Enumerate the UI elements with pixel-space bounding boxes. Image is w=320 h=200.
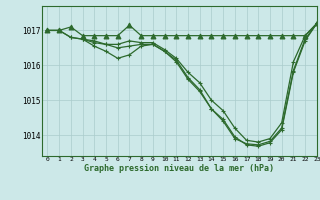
X-axis label: Graphe pression niveau de la mer (hPa): Graphe pression niveau de la mer (hPa) xyxy=(84,164,274,173)
